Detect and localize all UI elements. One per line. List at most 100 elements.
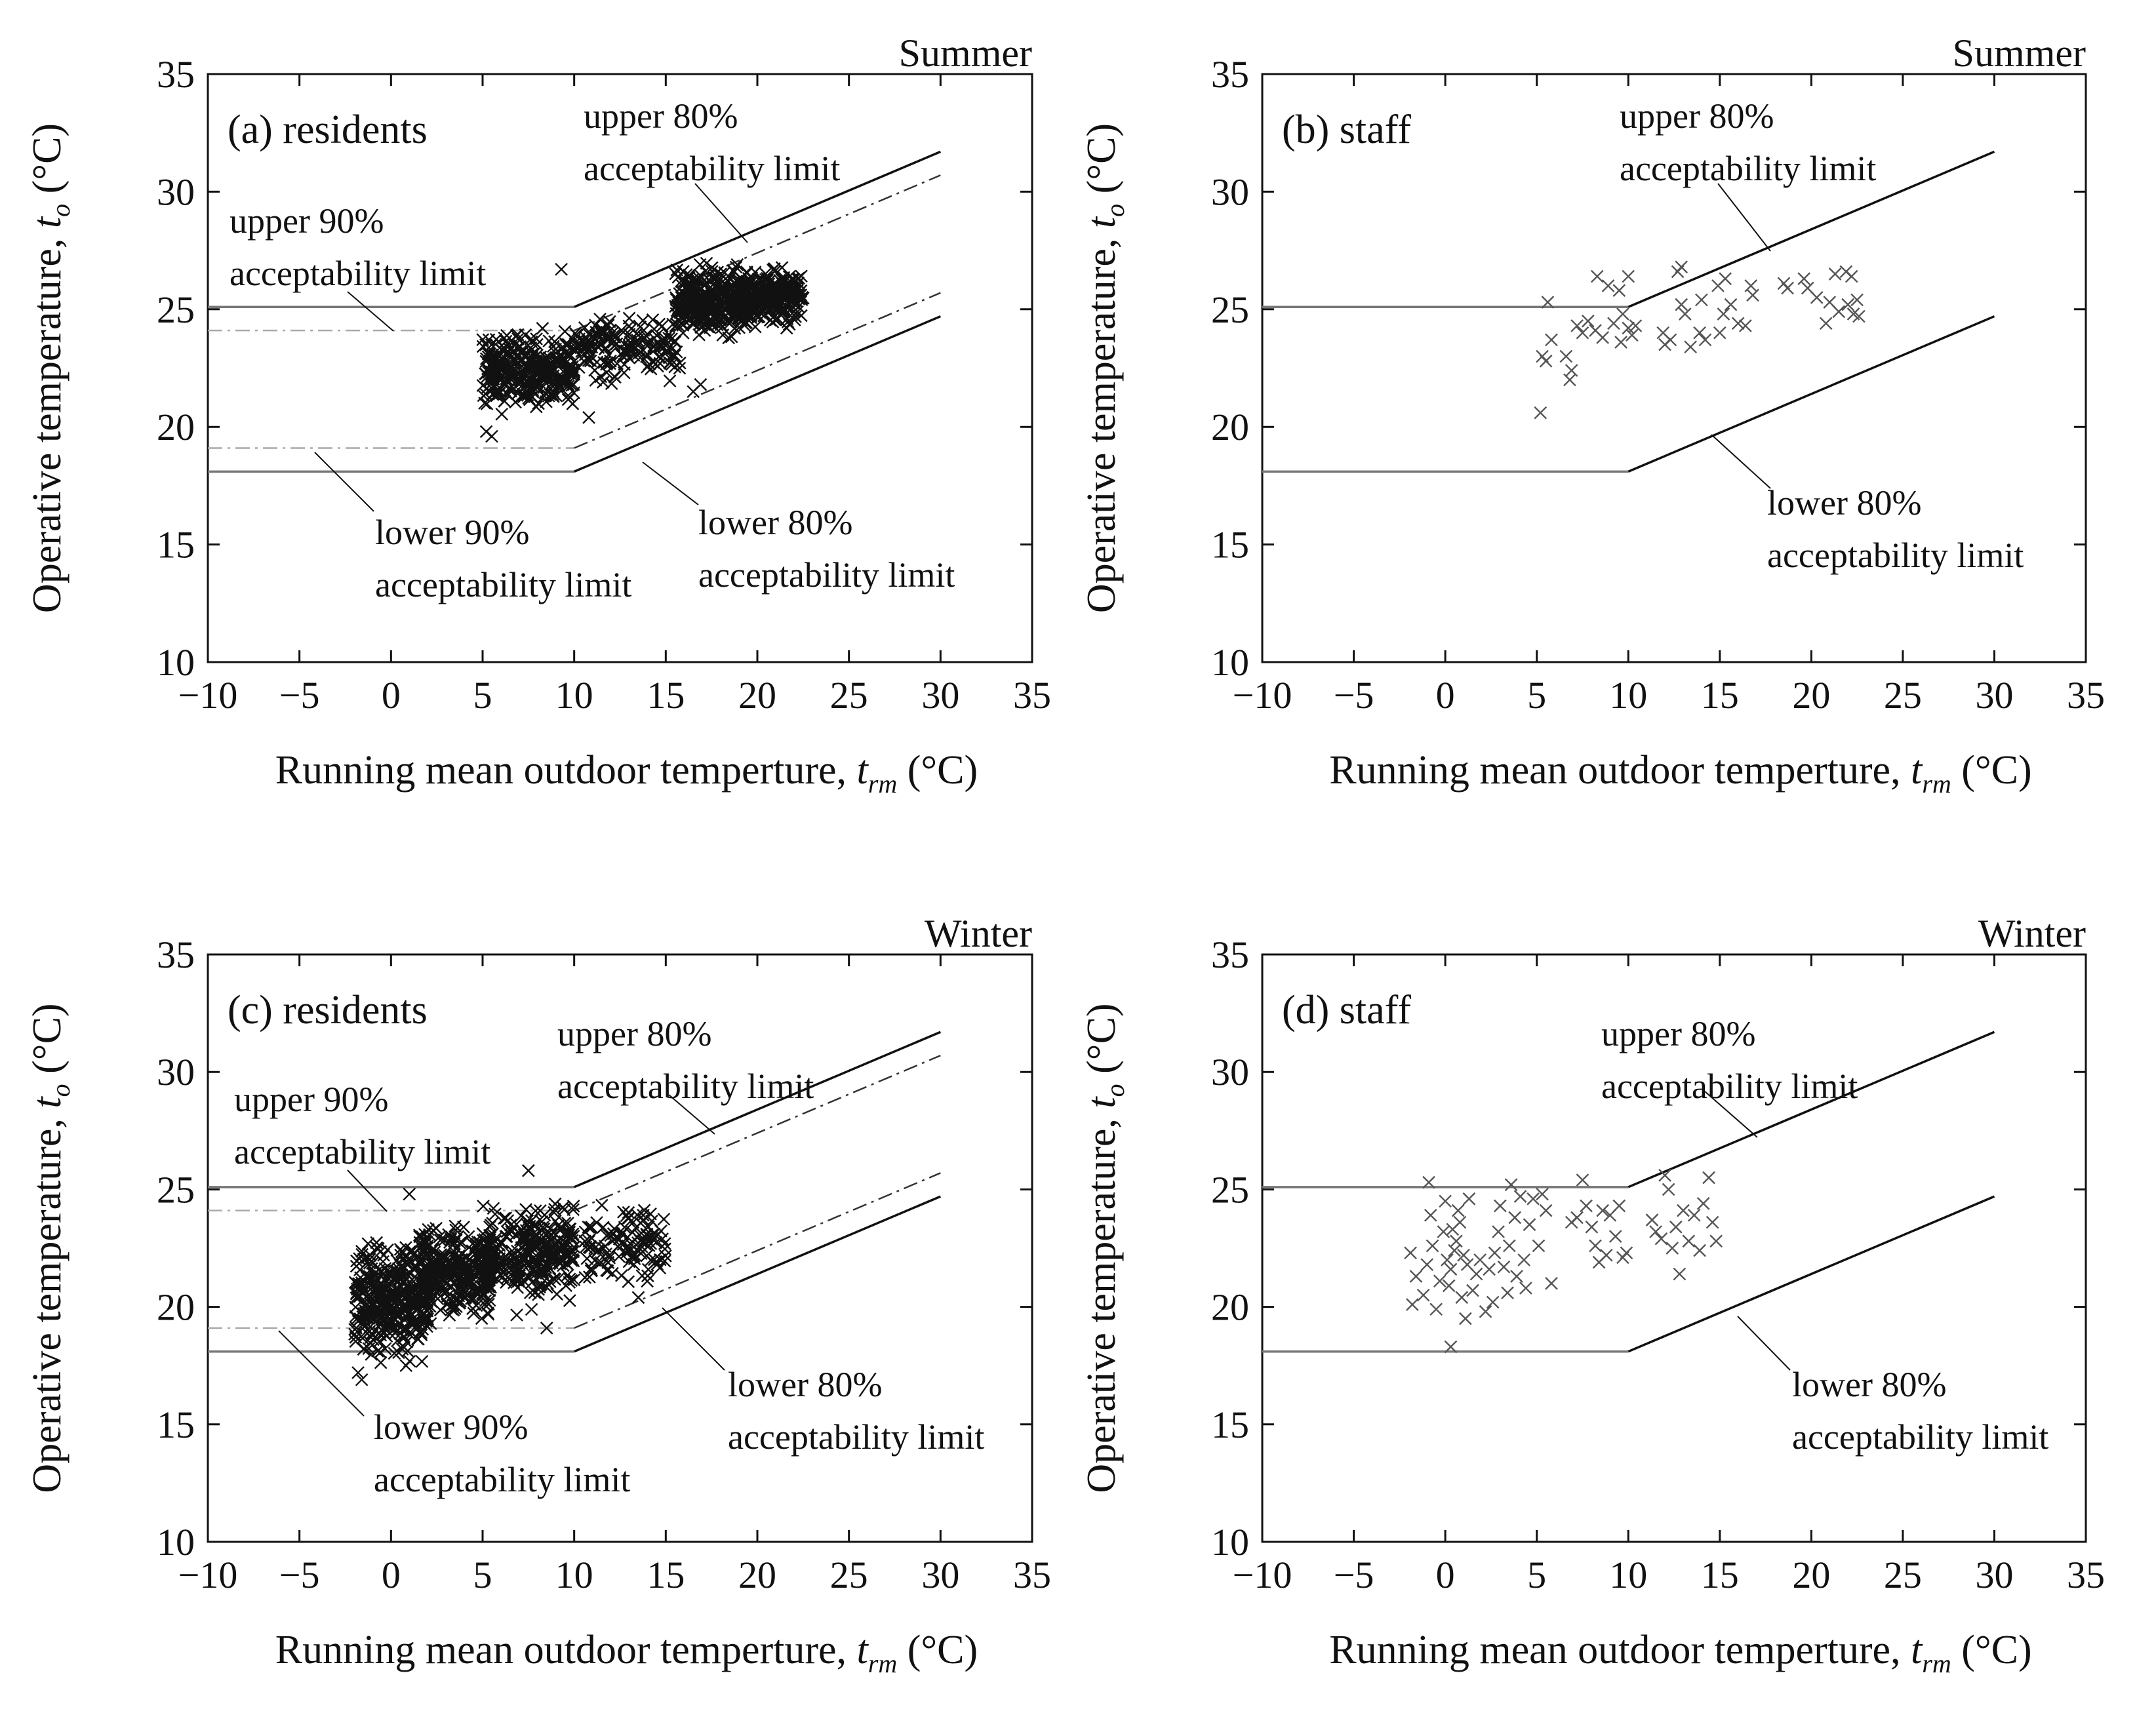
x-tick-label: 10 [1609, 1554, 1647, 1596]
y-tick-label: 15 [157, 524, 195, 566]
x-tick-label: −10 [178, 674, 238, 717]
data-point [748, 320, 762, 334]
annotation: lower 90% acceptability limit [278, 1330, 630, 1499]
season-label: Winter [925, 912, 1032, 955]
data-point [578, 1225, 592, 1239]
data-point [780, 321, 793, 335]
annotation: upper 80% acceptability limit [1620, 96, 1876, 252]
data-point [1649, 1225, 1662, 1238]
annotation-leader [347, 1169, 388, 1212]
data-point [636, 314, 650, 327]
data-point [523, 378, 537, 391]
data-point [1675, 260, 1688, 274]
data-point [639, 328, 652, 342]
data-point [1510, 1270, 1523, 1283]
data-point [530, 374, 544, 388]
annotation: lower 90% acceptability limit [314, 452, 631, 604]
y-tick-label: 25 [157, 1168, 195, 1211]
data-point [1622, 269, 1635, 283]
lower-80-limit-slope [1627, 1195, 1995, 1353]
data-point [1437, 1225, 1450, 1238]
data-point [408, 1316, 421, 1330]
data-point [563, 1294, 576, 1307]
x-tick-label: 25 [1884, 1554, 1922, 1596]
data-point [767, 262, 781, 276]
data-point [1709, 1234, 1723, 1248]
annotation-leader [1711, 434, 1771, 489]
data-point [1420, 1258, 1434, 1271]
data-point [1501, 1286, 1514, 1299]
data-point [705, 315, 719, 328]
y-tick-label: 15 [1211, 524, 1249, 566]
data-point [623, 343, 637, 357]
data-point [1565, 364, 1578, 377]
data-point [1581, 314, 1595, 328]
data-point [511, 350, 525, 363]
data-point [1596, 1204, 1609, 1217]
y-tick-label: 10 [157, 641, 195, 684]
data-point [536, 322, 549, 335]
data-point [396, 1339, 410, 1353]
upper-80-limit-slope [1627, 150, 1995, 308]
data-point [769, 302, 783, 315]
annotation-leader [642, 462, 699, 505]
data-point [1682, 1234, 1696, 1248]
x-tick-label: 15 [1701, 1554, 1739, 1596]
data-point [784, 285, 798, 299]
data-point [375, 1323, 389, 1337]
y-axis-title: Operative temperature, to (°C) [1079, 1003, 1130, 1493]
y-tick-label: 35 [157, 53, 195, 96]
x-tick-label: 5 [473, 674, 492, 717]
data-point [1698, 333, 1712, 347]
data-point [412, 1332, 425, 1346]
data-point [1684, 340, 1697, 354]
annotation-text: upper 80% [1620, 96, 1774, 136]
data-point [768, 309, 781, 323]
annotation-text: acceptability limit [234, 1132, 490, 1171]
data-point [377, 1293, 391, 1307]
data-point [1429, 1303, 1443, 1316]
annotation-leader [694, 183, 748, 243]
data-point [367, 1297, 380, 1310]
annotation-leader [662, 1307, 725, 1371]
data-point [512, 366, 526, 380]
data-point [725, 330, 738, 344]
annotation-text: upper 80% [1601, 1014, 1755, 1053]
data-point [1713, 326, 1727, 340]
data-point [362, 1291, 376, 1305]
data-point [559, 376, 572, 389]
annotation-text: upper 80% [557, 1014, 711, 1053]
x-tick-label: 20 [738, 1554, 776, 1596]
data-point [632, 347, 645, 360]
annotation-text: acceptability limit [728, 1417, 984, 1457]
data-point [669, 267, 683, 281]
data-point [1620, 1246, 1633, 1260]
data-point [608, 370, 622, 383]
data-point [367, 1299, 380, 1312]
data-point [670, 317, 684, 331]
data-point [723, 271, 737, 285]
data-point [433, 1230, 447, 1244]
data-point [510, 1308, 523, 1322]
y-tick-label: 25 [1211, 288, 1249, 331]
data-point [772, 273, 786, 287]
data-point [525, 1303, 538, 1316]
data-point [614, 347, 628, 361]
data-point [490, 383, 504, 397]
annotation-text: acceptability limit [375, 565, 631, 604]
data-point [679, 268, 693, 281]
x-tick-label: 20 [1792, 674, 1830, 717]
plot-frame [1261, 73, 2087, 663]
data-point [374, 1356, 388, 1369]
data-point [690, 273, 704, 286]
annotation: lower 80% acceptability limit [642, 462, 955, 595]
x-tick-label: 30 [1975, 1554, 2013, 1596]
data-point [713, 313, 727, 326]
data-point [479, 367, 492, 381]
data-point [580, 1252, 594, 1265]
y-tick-label: 15 [157, 1404, 195, 1446]
x-axis-title: Running mean outdoor temperture, trm (°C… [275, 1628, 978, 1678]
x-tick-label: 10 [1609, 674, 1647, 717]
data-point [1466, 1284, 1479, 1297]
data-point [1612, 1199, 1626, 1213]
